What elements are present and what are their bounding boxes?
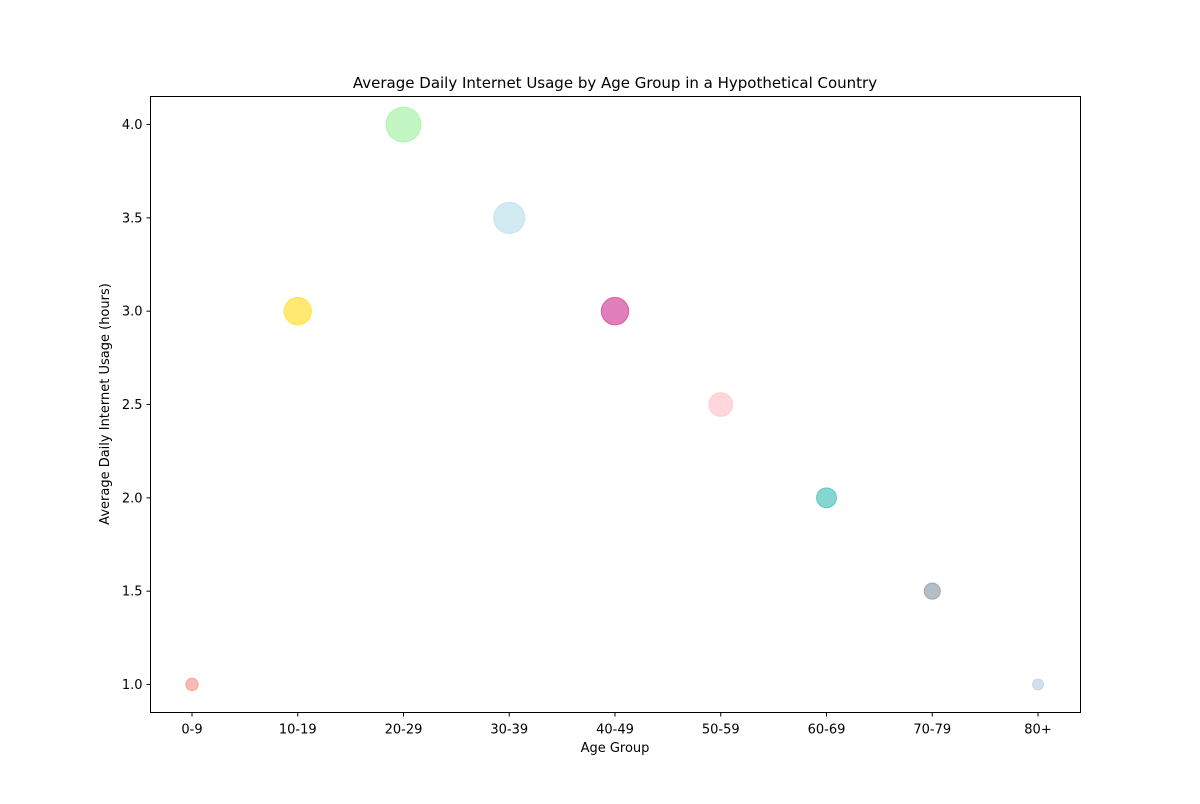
chart-title: Average Daily Internet Usage by Age Grou…: [353, 74, 877, 92]
x-tick-label: 0-9: [181, 723, 202, 738]
data-point-0-9: [185, 677, 199, 692]
x-tick-label: 20-29: [385, 723, 423, 738]
data-points: [185, 106, 1044, 692]
data-point-40-49: [600, 296, 630, 326]
y-tick-label: 2.0: [122, 491, 143, 506]
y-tick-label: 1.5: [122, 585, 143, 600]
y-tick-label: 3.0: [122, 305, 143, 320]
plot-area-frame: [150, 96, 1081, 713]
data-point-30-39: [493, 201, 526, 234]
x-tick-label: 50-59: [702, 723, 740, 738]
y-axis-ticks: 1.0 1.5 2.0 2.5 3.0 3.5 4.0: [122, 118, 151, 693]
y-axis-label: Average Daily Internet Usage (hours): [98, 283, 113, 525]
y-tick-label: 1.0: [122, 678, 143, 693]
y-tick-label: 2.5: [122, 398, 143, 413]
x-tick-label: 10-19: [279, 723, 317, 738]
data-point-80plus: [1032, 678, 1044, 691]
data-point-60-69: [816, 487, 837, 509]
x-tick-label: 30-39: [490, 723, 528, 738]
y-tick-label: 4.0: [122, 118, 143, 133]
x-tick-label: 70-79: [913, 723, 951, 738]
x-axis-ticks: 0-9 10-19 20-29 30-39 40-49 50-59 60-69 70-79 80…: [181, 712, 1052, 738]
x-tick-label: 40-49: [596, 723, 634, 738]
x-tick-label: 60-69: [808, 723, 846, 738]
data-point-20-29: [385, 106, 422, 143]
x-tick-label: 80+: [1024, 723, 1051, 738]
x-axis-label: Age Group: [581, 741, 650, 756]
data-point-10-19: [283, 296, 312, 326]
data-point-50-59: [708, 392, 734, 417]
data-point-70-79: [923, 582, 941, 600]
y-tick-label: 3.5: [122, 211, 143, 226]
